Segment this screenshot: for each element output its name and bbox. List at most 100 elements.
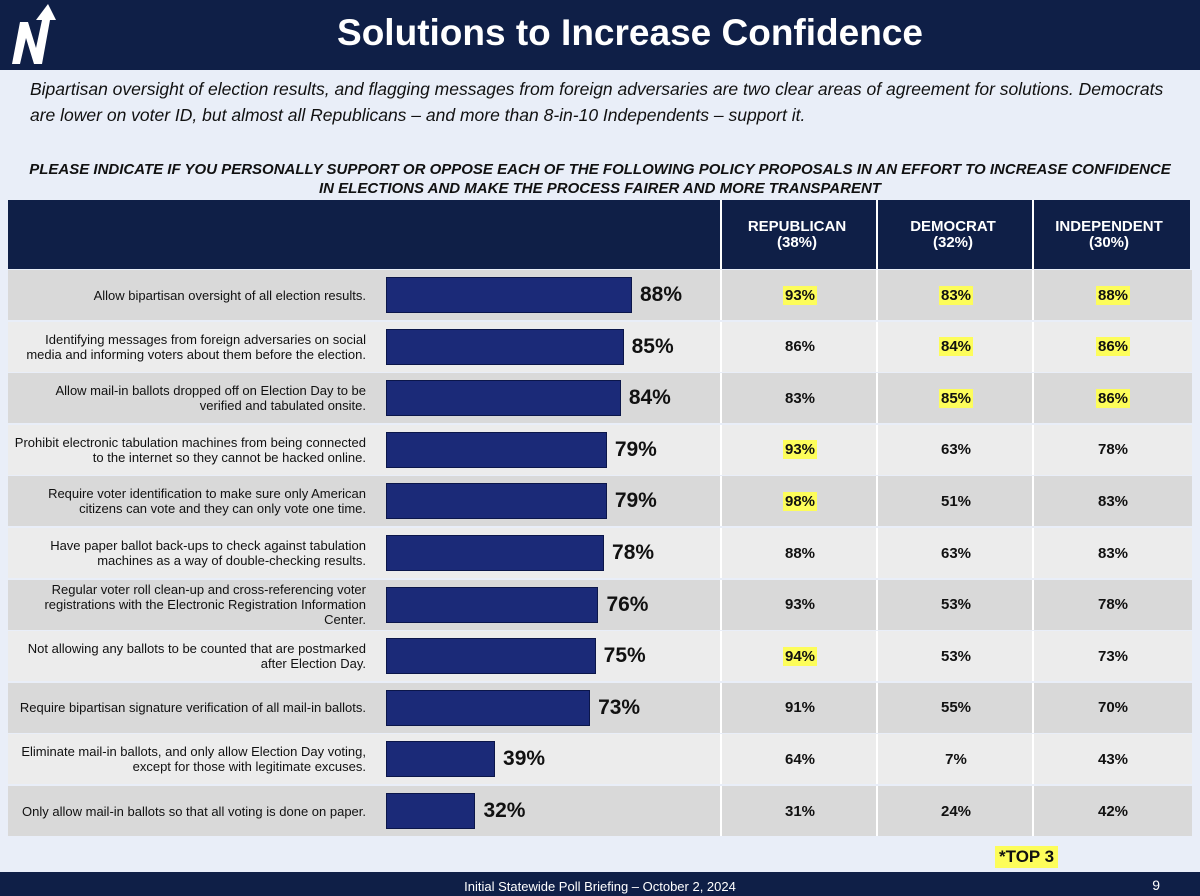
label-cell: Identifying messages from foreign advers… bbox=[8, 321, 720, 372]
bar bbox=[386, 328, 624, 365]
col-share: (30%) bbox=[1088, 233, 1129, 251]
bar bbox=[386, 689, 591, 726]
cell-independent: 86% bbox=[1032, 373, 1192, 424]
row-label: Regular voter roll clean-up and cross-re… bbox=[44, 582, 366, 628]
cell-value: 51% bbox=[940, 492, 972, 510]
cell-value: 88% bbox=[1095, 285, 1131, 305]
cell-value: 73% bbox=[1097, 647, 1129, 665]
bar-value-label: 73% bbox=[598, 695, 641, 719]
cell-value: 86% bbox=[1095, 388, 1131, 408]
table-row: Require bipartisan signature verificatio… bbox=[8, 682, 1192, 733]
label-cell: Only allow mail-in ballots so that all v… bbox=[8, 786, 720, 836]
cell-independent: 88% bbox=[1032, 270, 1192, 320]
bar bbox=[386, 277, 632, 313]
footer-bar: Initial Statewide Poll Briefing – Octobe… bbox=[0, 872, 1200, 896]
label-cell: Not allowing any ballots to be counted t… bbox=[8, 631, 720, 682]
row-label: Allow mail-in ballots dropped off on Ele… bbox=[55, 383, 367, 414]
cell-republican: 98% bbox=[720, 476, 878, 527]
col-header-democrat: DEMOCRAT (32%) bbox=[876, 200, 1028, 269]
page-number: 9 bbox=[1152, 877, 1160, 893]
table-row: Only allow mail-in ballots so that all v… bbox=[8, 786, 1192, 836]
cell-republican: 86% bbox=[720, 321, 878, 372]
table-row: Regular voter roll clean-up and cross-re… bbox=[8, 579, 1192, 630]
title-bar: Solutions to Increase Confidence bbox=[0, 0, 1200, 70]
cell-republican: 91% bbox=[720, 682, 878, 733]
bar bbox=[386, 483, 607, 520]
cell-value: 94% bbox=[782, 646, 818, 666]
bar-value-label: 84% bbox=[628, 386, 671, 410]
table-row: Allow mail-in ballots dropped off on Ele… bbox=[8, 373, 1192, 424]
footer-text: Initial Statewide Poll Briefing – Octobe… bbox=[464, 879, 736, 894]
label-cell: Eliminate mail-in ballots, and only allo… bbox=[8, 734, 720, 785]
table-header: REPUBLICAN (38%) DEMOCRAT (32%) INDEPEND… bbox=[8, 200, 1190, 269]
col-name: DEMOCRAT bbox=[910, 217, 996, 235]
cell-democrat: 85% bbox=[876, 373, 1034, 424]
bar-value-label: 76% bbox=[606, 592, 649, 616]
cell-value: 53% bbox=[940, 596, 972, 614]
bar bbox=[386, 535, 605, 571]
label-cell: Have paper ballot back-ups to check agai… bbox=[8, 528, 720, 578]
table-row: Require voter identification to make sur… bbox=[8, 476, 1192, 527]
bar-value-label: 32% bbox=[483, 799, 526, 822]
bar bbox=[386, 380, 621, 417]
page-title: Solutions to Increase Confidence bbox=[337, 12, 923, 53]
row-label: Identifying messages from foreign advers… bbox=[26, 331, 366, 362]
bar bbox=[386, 741, 496, 778]
cell-independent: 42% bbox=[1032, 786, 1192, 836]
cell-democrat: 53% bbox=[876, 579, 1034, 630]
cell-value: 53% bbox=[940, 647, 972, 665]
cell-republican: 93% bbox=[720, 270, 878, 320]
cell-republican: 94% bbox=[720, 631, 878, 682]
label-cell: Regular voter roll clean-up and cross-re… bbox=[8, 579, 720, 630]
cell-value: 55% bbox=[940, 699, 972, 717]
cell-value: 43% bbox=[1097, 750, 1129, 768]
row-label: Have paper ballot back-ups to check agai… bbox=[50, 538, 366, 568]
bar-value-label: 79% bbox=[614, 437, 657, 461]
col-share: (38%) bbox=[776, 233, 817, 251]
cell-republican: 83% bbox=[720, 373, 878, 424]
cell-value: 83% bbox=[938, 285, 974, 305]
cell-value: 98% bbox=[782, 491, 818, 511]
cell-value: 93% bbox=[782, 285, 818, 305]
cell-value: 64% bbox=[784, 750, 816, 768]
label-cell: Allow bipartisan oversight of all electi… bbox=[8, 270, 720, 320]
row-label: Prohibit electronic tabulation machines … bbox=[14, 434, 366, 465]
table-row: Not allowing any ballots to be counted t… bbox=[8, 631, 1192, 682]
bar bbox=[386, 793, 476, 829]
cell-democrat: 63% bbox=[876, 528, 1034, 578]
col-header-republican: REPUBLICAN (38%) bbox=[720, 200, 872, 269]
table-row: Allow bipartisan oversight of all electi… bbox=[8, 270, 1192, 320]
row-label: Eliminate mail-in ballots, and only allo… bbox=[21, 744, 366, 775]
cell-value: 84% bbox=[938, 337, 974, 357]
cell-independent: 78% bbox=[1032, 424, 1192, 475]
summary-text: Bipartisan oversight of election results… bbox=[30, 79, 1164, 125]
cell-value: 78% bbox=[1097, 596, 1129, 614]
cell-value: 63% bbox=[940, 544, 972, 562]
brand-logo-icon bbox=[12, 4, 56, 64]
table-row: Identifying messages from foreign advers… bbox=[8, 321, 1192, 372]
cell-democrat: 53% bbox=[876, 631, 1034, 682]
cell-independent: 83% bbox=[1032, 476, 1192, 527]
cell-value: 86% bbox=[784, 338, 816, 356]
cell-independent: 73% bbox=[1032, 631, 1192, 682]
cell-independent: 83% bbox=[1032, 528, 1192, 578]
cell-democrat: 24% bbox=[876, 786, 1034, 836]
table-row: Eliminate mail-in ballots, and only allo… bbox=[8, 734, 1192, 785]
cell-value: 78% bbox=[1097, 441, 1129, 459]
cell-republican: 93% bbox=[720, 579, 878, 630]
cell-value: 70% bbox=[1097, 699, 1129, 717]
cell-value: 7% bbox=[945, 750, 967, 768]
bar-value-label: 78% bbox=[612, 541, 655, 564]
col-share: (32%) bbox=[932, 233, 973, 251]
cell-value: 83% bbox=[784, 389, 816, 407]
bar-value-label: 79% bbox=[614, 489, 657, 513]
cell-republican: 64% bbox=[720, 734, 878, 785]
label-cell: Require voter identification to make sur… bbox=[8, 476, 720, 527]
row-label: Not allowing any ballots to be counted t… bbox=[27, 641, 366, 672]
cell-independent: 78% bbox=[1032, 579, 1192, 630]
bar-value-label: 85% bbox=[631, 334, 674, 358]
cell-value: 31% bbox=[784, 802, 816, 820]
col-name: REPUBLICAN bbox=[747, 217, 847, 235]
table-row: Prohibit electronic tabulation machines … bbox=[8, 424, 1192, 475]
bar-value-label: 39% bbox=[503, 747, 546, 771]
